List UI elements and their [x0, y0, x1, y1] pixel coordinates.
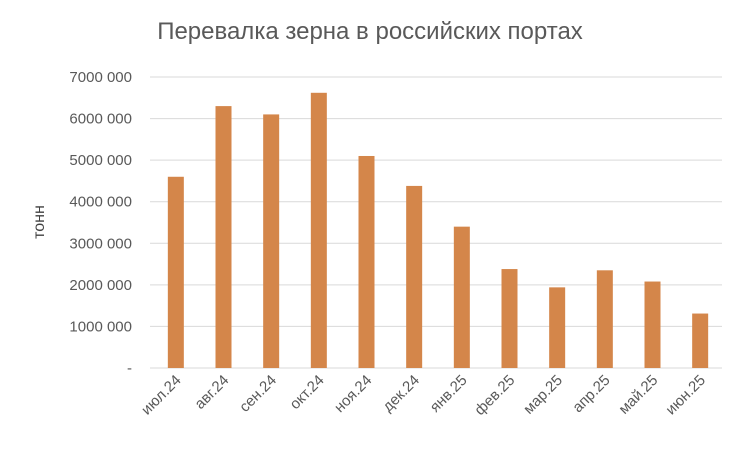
y-tick-label: 7000 000	[69, 69, 132, 86]
bar	[358, 155, 375, 368]
bar	[549, 287, 566, 368]
bar	[263, 114, 280, 369]
y-tick-label: -	[127, 360, 132, 377]
x-tick-label: май.25	[615, 372, 661, 418]
y-tick-label: 1000 000	[69, 318, 132, 335]
y-axis-title: тонн	[31, 205, 48, 239]
x-tick-label: сен.24	[236, 372, 280, 416]
x-tick-label: янв.25	[427, 372, 471, 416]
chart-title: Перевалка зерна в российских портах	[157, 18, 583, 45]
bar	[453, 226, 470, 368]
x-tick-label: дек.24	[379, 372, 422, 415]
x-tick-label: мар.25	[520, 372, 566, 418]
y-tick-label: 4000 000	[69, 194, 132, 211]
y-tick-label: 6000 000	[69, 111, 132, 128]
bar	[310, 92, 327, 368]
bar	[167, 176, 184, 368]
x-tick-label: фев.25	[471, 372, 518, 419]
x-tick-label: ноя.24	[331, 372, 375, 416]
x-tick-label: июн.25	[662, 372, 709, 419]
y-tick-label: 2000 000	[69, 277, 132, 294]
x-tick-label: окт.24	[287, 372, 328, 413]
bar	[644, 281, 661, 368]
bar	[215, 106, 232, 368]
x-tick-label: июл.24	[138, 372, 185, 419]
bar	[501, 269, 518, 368]
bar	[406, 185, 423, 368]
bar	[692, 313, 709, 368]
y-tick-label: 3000 000	[69, 235, 132, 252]
y-tick-label: 5000 000	[69, 152, 132, 169]
x-tick-label: апр.25	[569, 372, 613, 416]
bar	[596, 270, 613, 368]
x-tick-label: авг.24	[191, 372, 232, 413]
